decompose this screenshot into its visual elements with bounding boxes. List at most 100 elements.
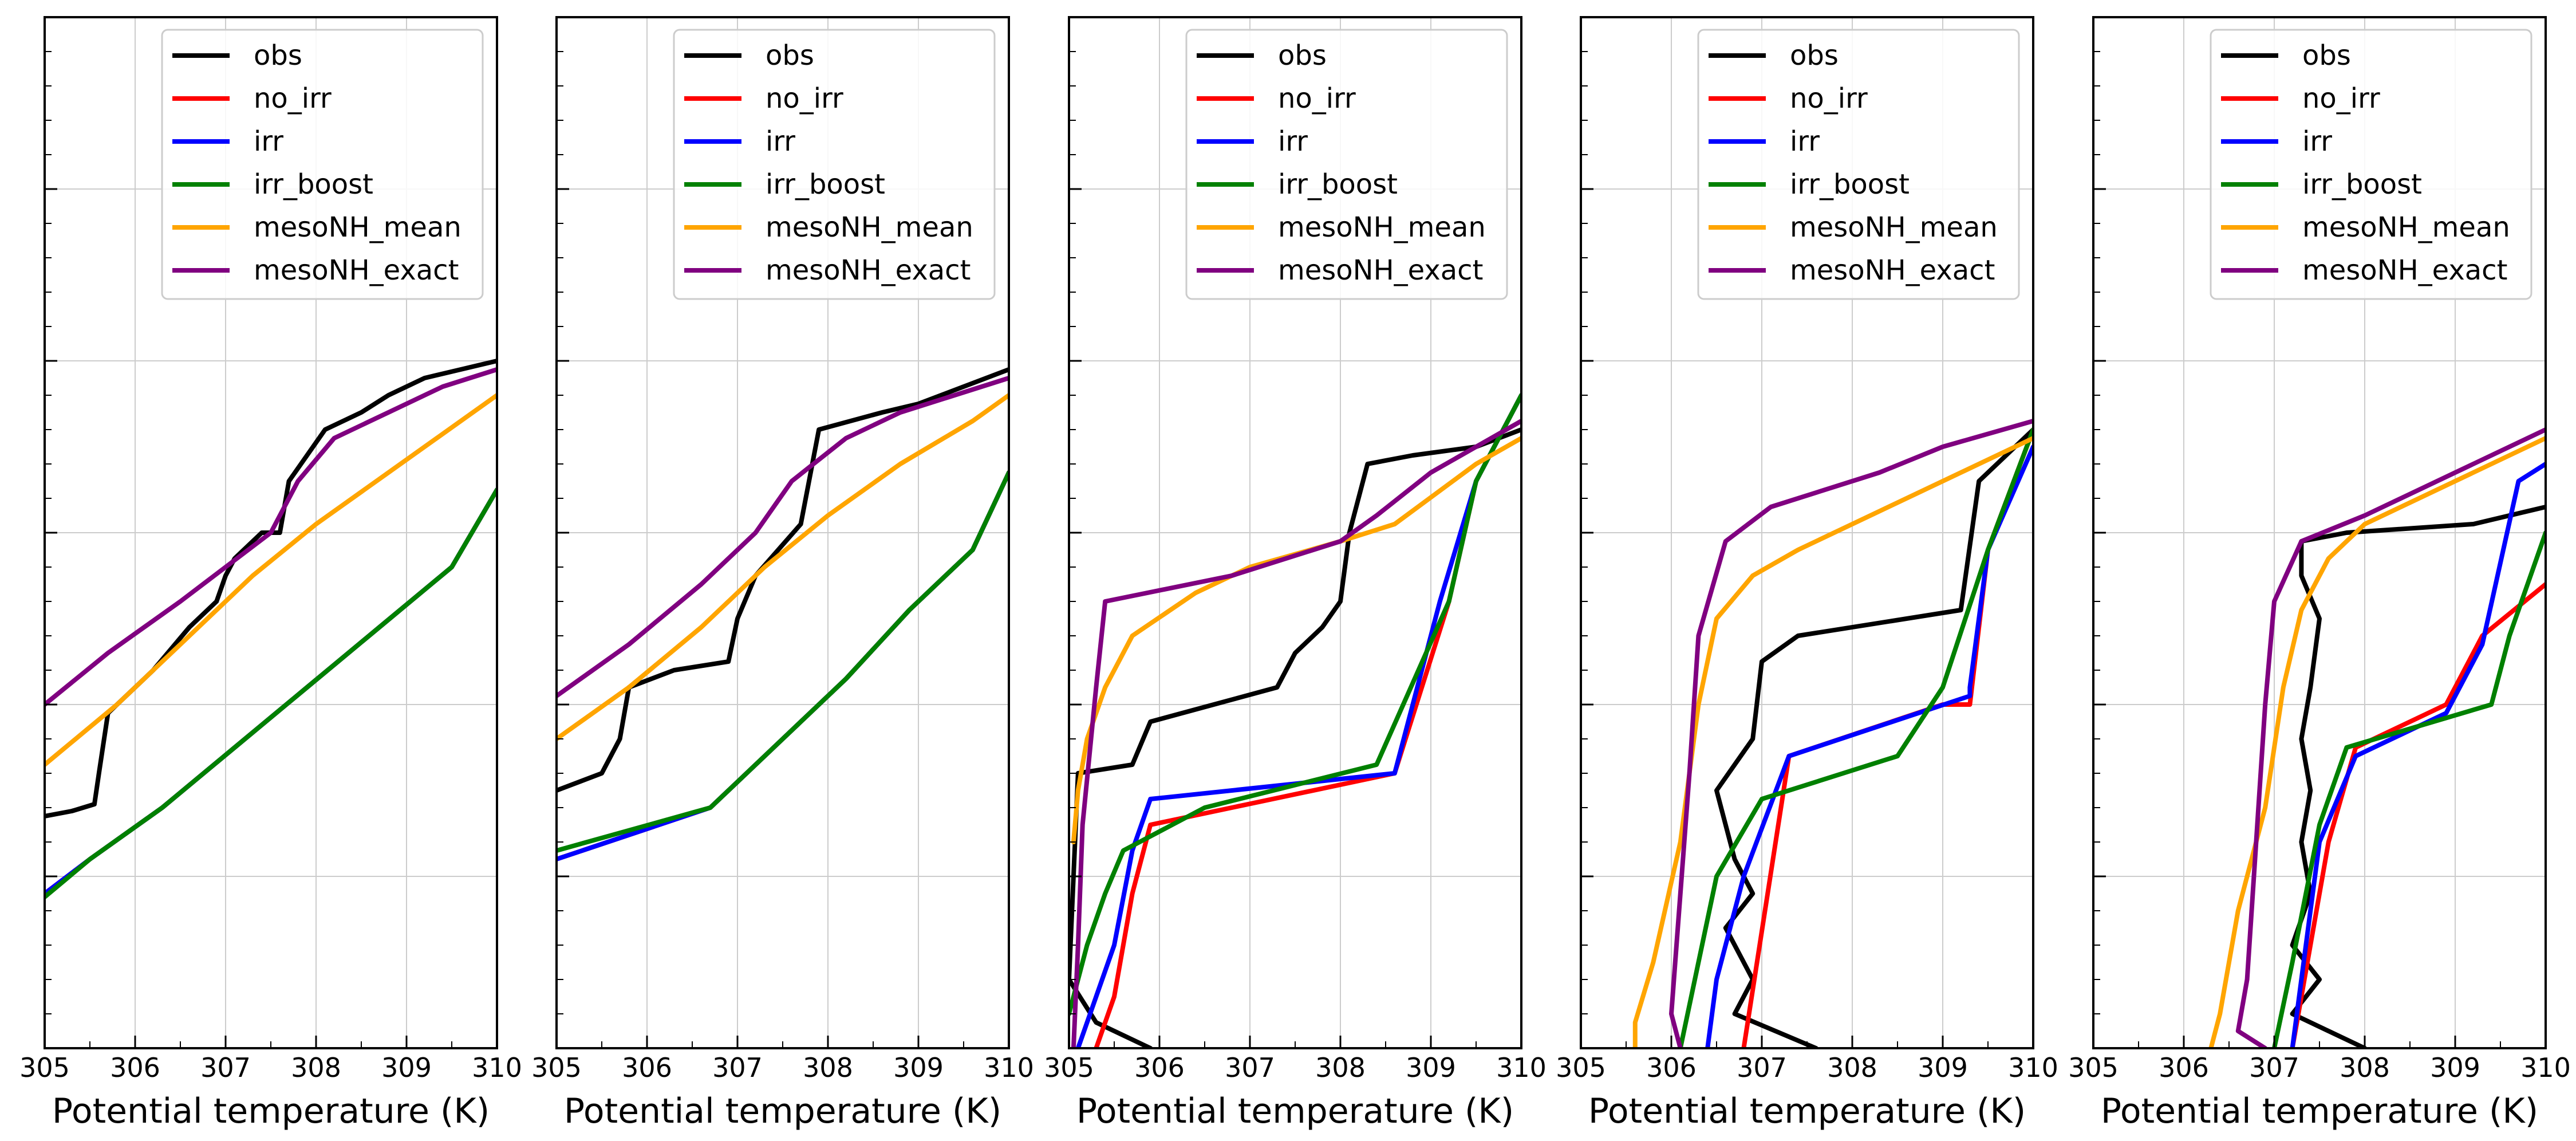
legend-label-obs: obs — [1790, 40, 1839, 72]
series-line-irr_boost — [45, 487, 497, 899]
legend-label-mesoNH_mean: mesoNH_mean — [1790, 211, 1998, 243]
legend-label-irr_boost: irr_boost — [766, 168, 885, 200]
ticks — [44, 16, 498, 1049]
x-tick-label: 308 — [291, 1052, 341, 1083]
series-line-irr_boost — [1069, 393, 1521, 1016]
series-line-obs — [1069, 427, 1521, 1048]
series-line-irr_boost — [1678, 427, 2033, 1048]
axes-frame — [1580, 16, 2034, 1049]
x-tick-label: 308 — [803, 1052, 853, 1083]
x-tick-label: 310 — [2520, 1052, 2571, 1083]
series-line-mesoNH_mean — [45, 393, 497, 767]
series-group — [2208, 427, 2546, 1048]
legend-label-no_irr: no_irr — [2302, 82, 2380, 115]
x-tick-label: 305 — [1044, 1052, 1094, 1083]
x-tick-label: 309 — [381, 1052, 432, 1083]
x-tick-label: 309 — [1918, 1052, 1968, 1083]
x-tick-label: 307 — [2249, 1052, 2299, 1083]
x-tick-label: 308 — [1827, 1052, 1877, 1083]
legend-label-irr: irr — [766, 125, 795, 158]
series-line-irr — [1075, 393, 1521, 1048]
series-group — [557, 367, 1009, 861]
panel-2: 305 306 307 308 309 310 Potential temperature … — [531, 16, 1034, 1131]
legend-label-irr_boost: irr_boost — [1278, 168, 1398, 200]
legend-label-mesoNH_mean: mesoNH_mean — [766, 211, 973, 243]
axes-frame — [44, 16, 498, 1049]
x-tick-label: 306 — [622, 1052, 672, 1083]
panel-1: 305 306 307 308 309 310 Potential temperature … — [19, 16, 522, 1131]
legend-label-no_irr: no_irr — [766, 82, 843, 115]
series-line-irr_boost — [2272, 530, 2546, 1048]
series-line-no_irr — [2290, 582, 2546, 1048]
series-line-mesoNH_mean — [1071, 436, 1521, 844]
x-tick-label: 310 — [472, 1052, 522, 1083]
series-line-irr — [2290, 462, 2546, 1048]
legend-label-no_irr: no_irr — [1790, 82, 1868, 115]
series-group — [1069, 393, 1521, 1048]
series-line-mesoNH_mean — [2208, 436, 2546, 1048]
legend-label-mesoNH_exact: mesoNH_exact — [2302, 254, 2507, 286]
x-tick-label: 306 — [1134, 1052, 1185, 1083]
legend-label-mesoNH_mean: mesoNH_mean — [2302, 211, 2510, 243]
series-line-obs — [1714, 427, 2033, 1048]
axes-frame — [555, 16, 1010, 1049]
x-tick-label: 309 — [893, 1052, 944, 1083]
series-line-mesoNH_mean — [1632, 436, 2033, 1048]
legend-label-mesoNH_exact: mesoNH_exact — [1278, 254, 1483, 286]
legend-label-mesoNH_mean: mesoNH_mean — [254, 211, 461, 243]
legend-box — [673, 29, 996, 300]
x-tick-label: 310 — [1496, 1052, 1547, 1083]
axes-frame — [1068, 16, 1522, 1049]
x-tick-label: 307 — [1737, 1052, 1787, 1083]
series-line-obs — [2290, 505, 2546, 1048]
series-line-no_irr — [45, 487, 497, 896]
x-tick-label: 310 — [2008, 1052, 2058, 1083]
legend-box — [1697, 29, 2020, 300]
panel-4: 305 306 307 308 309 310 Potential temperature … — [1556, 16, 2058, 1131]
x-tick-label: 305 — [531, 1052, 582, 1083]
x-tick-label: 305 — [19, 1052, 70, 1083]
series-line-mesoNH_exact — [557, 376, 1009, 698]
x-tick-label: 308 — [2340, 1052, 2390, 1083]
series-line-irr — [557, 470, 1009, 861]
legend-label-irr: irr — [254, 125, 283, 158]
legend-box — [1185, 29, 1508, 300]
x-axis-label: Potential temperature (K) — [564, 1091, 1001, 1131]
legend-label-mesoNH_exact: mesoNH_exact — [1790, 254, 1995, 286]
x-tick-label: 307 — [712, 1052, 763, 1083]
x-tick-label: 305 — [2068, 1052, 2119, 1083]
legend-box — [2210, 29, 2532, 300]
series-line-obs — [45, 359, 497, 819]
legend-label-irr_boost: irr_boost — [2302, 168, 2422, 200]
x-tick-label: 307 — [1225, 1052, 1275, 1083]
legend-label-obs: obs — [254, 40, 302, 72]
legend-label-no_irr: no_irr — [254, 82, 332, 115]
series-line-obs — [557, 367, 1009, 793]
x-axis-label: Potential temperature (K) — [52, 1091, 490, 1131]
x-tick-label: 307 — [200, 1052, 251, 1083]
x-tick-label: 309 — [2430, 1052, 2480, 1083]
legend-box — [161, 29, 484, 300]
series-line-mesoNH_exact — [1071, 419, 1521, 1048]
legend-label-irr: irr — [1278, 125, 1308, 158]
series-line-mesoNH_mean — [557, 393, 1009, 741]
legend-label-irr: irr — [1790, 125, 1820, 158]
legend-label-irr_boost: irr_boost — [1790, 168, 1910, 200]
panel-5: 305 306 307 308 309 310 Potential temperature … — [2068, 16, 2571, 1131]
legend-label-mesoNH_exact: mesoNH_exact — [254, 254, 459, 286]
x-tick-label: 306 — [2159, 1052, 2209, 1083]
x-tick-label: 306 — [110, 1052, 160, 1083]
x-tick-label: 309 — [1406, 1052, 1456, 1083]
legend-label-obs: obs — [1278, 40, 1327, 72]
series-line-irr_boost — [557, 470, 1009, 853]
x-axis-label: Potential temperature (K) — [1076, 1091, 1514, 1131]
x-axis-label: Potential temperature (K) — [1588, 1091, 2026, 1131]
panel-3: 305 306 307 308 309 310 Potential temperature … — [1044, 16, 1547, 1131]
x-tick-label: 310 — [984, 1052, 1034, 1083]
series-line-irr — [45, 487, 497, 896]
